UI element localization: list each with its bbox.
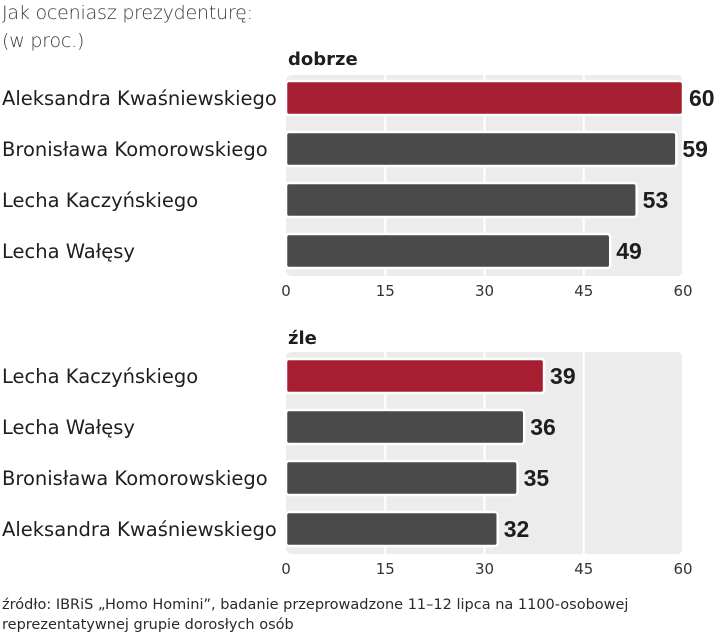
bar-value-label: 35 [524,465,550,491]
bar [284,510,499,548]
bar [284,232,612,270]
x-tick-label: 60 [673,282,692,300]
x-tick-label: 45 [574,560,593,578]
bar-value-label: 32 [504,516,530,542]
source-line1: źródło: IBRiS „Homo Homini”, badanie prz… [2,597,629,613]
bar [284,130,678,168]
x-tick-label: 15 [376,560,395,578]
bar [284,408,526,446]
x-tick-label: 0 [281,560,291,578]
bar-value-label: 60 [689,85,715,111]
category-label: Lecha Kaczyńskiego [2,365,198,388]
category-label: Lecha Kaczyńskiego [2,189,198,212]
x-tick-label: 0 [281,282,291,300]
chart-title-line1: Jak oceniasz prezydenturę: [2,2,253,24]
bar-value-label: 39 [550,363,576,389]
category-label: Lecha Wałęsy [2,416,135,439]
bar [284,459,519,497]
x-tick-label: 60 [673,560,692,578]
bar [284,181,638,219]
x-tick-label: 45 [574,282,593,300]
category-label: Aleksandra Kwaśniewskiego [2,87,277,110]
x-tick-label: 15 [376,282,395,300]
source-line2: reprezentatywnej grupie dorosłych osób [2,617,294,633]
category-label: Lecha Wałęsy [2,240,135,263]
section-title: dobrze [288,49,358,70]
x-tick-label: 30 [475,560,494,578]
section-title: źle [288,328,317,349]
category-label: Aleksandra Kwaśniewskiego [2,518,277,541]
chart-title-line2: (w proc.) [2,30,85,52]
category-label: Bronisława Komorowskiego [2,467,268,490]
bar-value-label: 53 [643,187,669,213]
bar [284,79,685,117]
bar-value-label: 49 [616,238,642,264]
x-tick-label: 30 [475,282,494,300]
category-label: Bronisława Komorowskiego [2,138,268,161]
bar-value-label: 36 [530,414,556,440]
bar [284,357,546,395]
bar-value-label: 59 [682,136,708,162]
